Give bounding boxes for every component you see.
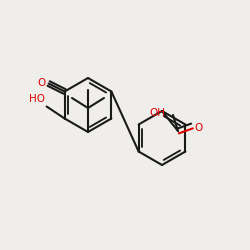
Text: HO: HO: [28, 94, 44, 104]
Text: O: O: [194, 123, 202, 133]
Text: O: O: [37, 78, 46, 88]
Text: OH: OH: [149, 108, 165, 118]
